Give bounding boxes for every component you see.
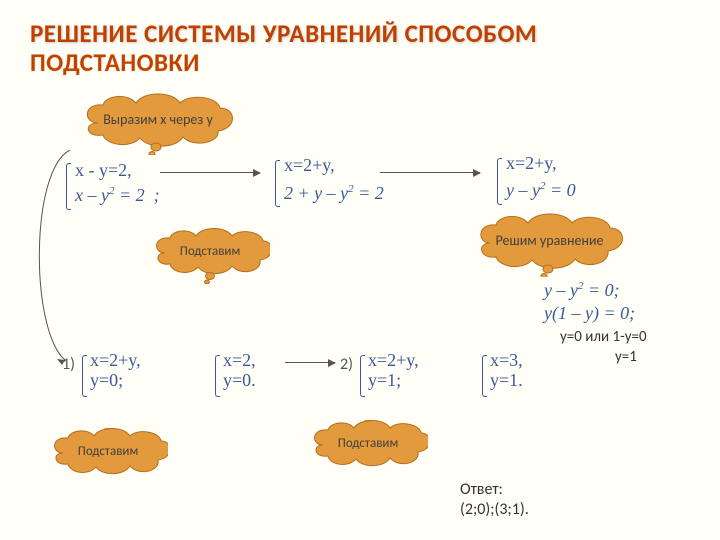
cloud-express: Выразим х через у	[78, 93, 238, 147]
c1b-line2: y=0.	[223, 370, 256, 391]
arrow-c2-pre	[285, 362, 335, 363]
answer-value: (2;0);(3;1).	[460, 500, 529, 519]
case2-label: 2)	[340, 355, 353, 374]
cloud-solve: Решим уравнение	[472, 213, 627, 269]
c2a-line2: y=1;	[368, 370, 401, 391]
cloud-subst1-label: Подставим	[150, 228, 270, 276]
c2b-line2: y=1.	[490, 370, 523, 391]
cloud-express-label: Выразим х через у	[78, 93, 238, 147]
cloud-subst2-label: Подставим	[48, 428, 168, 476]
brace-sys3	[497, 158, 502, 205]
c1a-line1: x=2+y,	[90, 350, 141, 371]
sys1-line2: x – y2 = 2 ;	[75, 185, 160, 206]
arrow-curve	[25, 150, 75, 370]
sys1-line1: x - y=2,	[75, 160, 132, 181]
sys2-line1: x=2+y,	[284, 155, 335, 176]
brace-c1b	[215, 355, 220, 397]
cloud-subst2: Подставим	[48, 428, 168, 476]
sys3-line2: y – y2 = 0	[506, 180, 576, 201]
title-line1: Решение системы уравнений способом	[30, 18, 537, 49]
sys2-line2: 2 + y – y2 = 2	[284, 183, 384, 204]
brace-sys2	[275, 160, 280, 207]
arrow-2	[380, 172, 480, 173]
c1a-line2: y=0;	[90, 370, 123, 391]
cloud-subst3-label: Подставим	[308, 420, 428, 468]
answer-label: Ответ:	[460, 480, 503, 499]
brace-c2b	[482, 355, 487, 397]
arrow-1	[160, 172, 260, 173]
title-line2: подстановки	[30, 47, 200, 78]
case1-label: 1)	[62, 355, 75, 374]
c2b-line1: x=3,	[490, 350, 523, 371]
brace-c2a	[360, 355, 365, 397]
solving-text1: y=0 или 1-y=0	[560, 328, 647, 346]
c2a-line1: x=2+y,	[368, 350, 419, 371]
solving-text2: y=1	[615, 348, 637, 366]
page-title: Решение системы уравнений способом подст…	[30, 20, 537, 78]
solving-line1: y – y2 = 0;	[544, 280, 620, 301]
brace-c1a	[82, 355, 87, 397]
cloud-subst1: Подставим	[150, 228, 270, 276]
cloud-subst3: Подставим	[308, 420, 428, 468]
sys3-line1: x=2+y,	[506, 153, 557, 174]
cloud-solve-label: Решим уравнение	[472, 213, 627, 269]
c1b-line1: x=2,	[223, 350, 256, 371]
solving-line2: y(1 – y) = 0;	[544, 303, 635, 324]
